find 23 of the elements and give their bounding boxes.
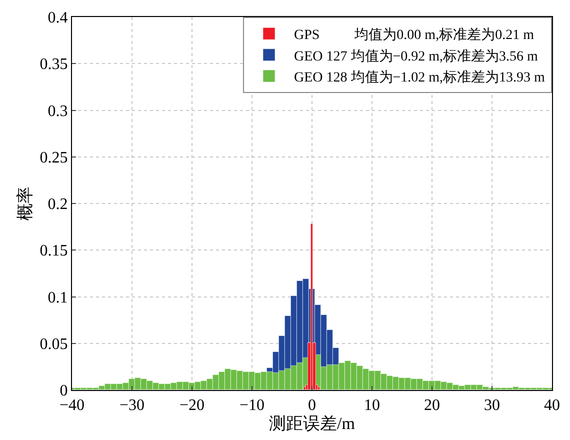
legend-label: GEO 128 均值为−1.02 m,标准差为13.93 m [294,69,546,86]
y-tick-label: 0.15 [40,242,68,260]
x-tick-label: −30 [119,397,145,414]
x-tick-label: −10 [239,397,265,414]
x-tick-label: 10 [364,397,380,414]
x-tick-label: 40 [544,397,560,414]
legend-label: GEO 127 均值为−0.92 m,标准差为3.56 m [294,48,538,64]
y-tick-label: 0.25 [40,149,68,166]
y-axis-title: 概率 [15,186,34,220]
x-tick-label: −20 [179,397,205,414]
y-tick-label: 0.2 [48,196,68,214]
legend-label: GPS 均值为0.00 m,标准差为0.21 m [294,27,534,44]
y-tick-label: 0 [60,382,68,400]
y-tick-label: 0.4 [48,10,68,27]
y-tick-label: 0.05 [40,336,68,353]
x-tick-label: −40 [59,397,85,414]
x-tick-label: 30 [484,397,500,414]
y-tick-label: 0.1 [48,289,68,306]
x-tick-label: 0 [308,397,316,414]
x-tick-label: 20 [424,397,440,414]
y-tick-label: 0.3 [48,102,68,120]
y-tick-label: 0.35 [40,56,68,74]
x-axis-title: 测距误差/m [269,414,355,434]
